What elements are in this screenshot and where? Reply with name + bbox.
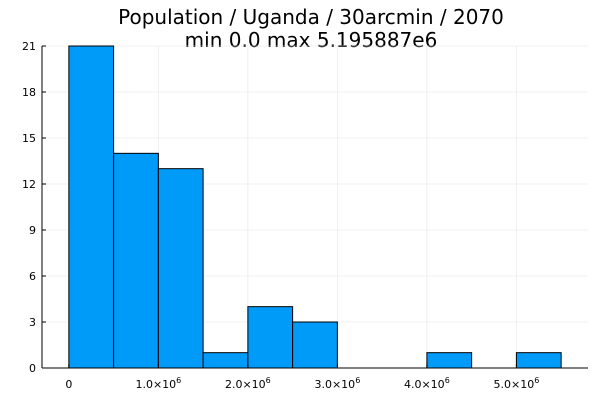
y-tick-label: 12 xyxy=(22,178,36,191)
x-tick-label: 1.0×106 xyxy=(135,376,181,391)
y-tick-label: 18 xyxy=(22,86,36,99)
y-tick-label: 6 xyxy=(29,270,36,283)
grid-lines xyxy=(42,45,588,369)
y-tick-label: 21 xyxy=(22,40,36,53)
x-tick-label: 3.0×106 xyxy=(314,376,360,391)
histogram-bars xyxy=(68,45,562,369)
histogram-bar xyxy=(426,352,473,369)
histogram-bar xyxy=(113,152,159,369)
y-tick-label: 15 xyxy=(22,132,36,145)
axes xyxy=(41,45,588,369)
x-tick-label: 2.0×106 xyxy=(225,376,271,391)
chart-title: Population / Uganda / 30arcmin / 2070 xyxy=(118,5,504,29)
histogram-bar xyxy=(202,352,249,369)
histogram-bar xyxy=(292,321,338,369)
chart-subtitle: min 0.0 max 5.195887e6 xyxy=(185,28,438,52)
y-tick-label: 3 xyxy=(29,316,36,329)
histogram-bar xyxy=(68,45,115,369)
x-tick-label: 4.0×106 xyxy=(404,376,450,391)
tick-labels: 0 3 6 9 12 15 18 21 0 1.0×106 2.0×106 3.0×106 4.0×10… xyxy=(22,40,539,391)
y-tick-label: 0 xyxy=(29,362,36,375)
histogram-bar xyxy=(157,168,204,369)
x-tick-label: 5.0×106 xyxy=(493,376,539,391)
histogram-bar xyxy=(247,306,294,369)
x-tick-label: 0 xyxy=(65,378,72,391)
histogram-bar xyxy=(515,352,562,369)
y-tick-label: 9 xyxy=(29,224,36,237)
